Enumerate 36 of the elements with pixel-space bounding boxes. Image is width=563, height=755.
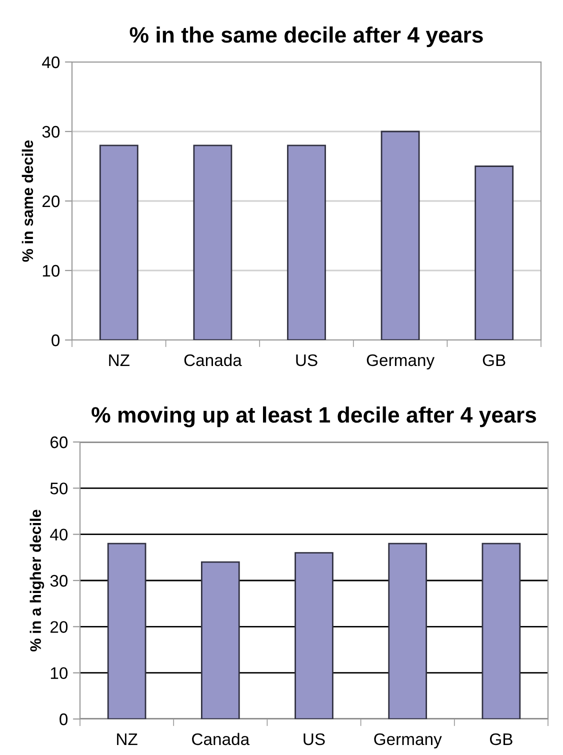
chart-title: % in the same decile after 4 years [130, 26, 483, 48]
x-tick-label: GB [482, 354, 506, 366]
x-tick-label: US [304, 733, 325, 746]
y-tick-label: 40 [42, 56, 60, 68]
x-tick-label: NZ [109, 354, 130, 366]
y-tick-label: 50 [50, 482, 68, 494]
y-tick-label: 40 [50, 528, 68, 541]
x-tick-label: US [296, 354, 318, 366]
x-tick-label: NZ [117, 734, 138, 745]
y-tick-label: 20 [42, 195, 60, 208]
bar [287, 144, 326, 340]
bar [99, 144, 138, 340]
bar [200, 561, 240, 719]
y-tick-label: 30 [50, 574, 68, 587]
y-tick-label: 10 [50, 667, 68, 680]
y-tick-label: 30 [42, 126, 60, 138]
x-tick-label: Canada [184, 354, 242, 366]
bar [388, 542, 428, 719]
y-tick-label: 10 [42, 264, 60, 277]
x-tick-label: GB [490, 733, 512, 746]
bar [482, 542, 521, 719]
bar [107, 542, 146, 719]
y-tick-label: 0 [60, 713, 68, 726]
bar [474, 166, 514, 340]
y-tick-label: 20 [50, 621, 68, 633]
x-tick-label: Germany [366, 354, 435, 370]
bar [380, 130, 420, 340]
bar [193, 144, 232, 340]
x-tick-label: Germany [374, 733, 442, 748]
chart-title: % moving up at least 1 decile after 4 years [92, 406, 536, 428]
y-tick-label: 60 [50, 436, 68, 448]
y-axis-title: % in a higher decile [30, 510, 44, 652]
y-tick-label: 0 [52, 334, 60, 346]
y-axis-title: % in same decile [22, 140, 34, 262]
x-tick-label: Canada [192, 732, 250, 746]
bar [294, 552, 334, 719]
